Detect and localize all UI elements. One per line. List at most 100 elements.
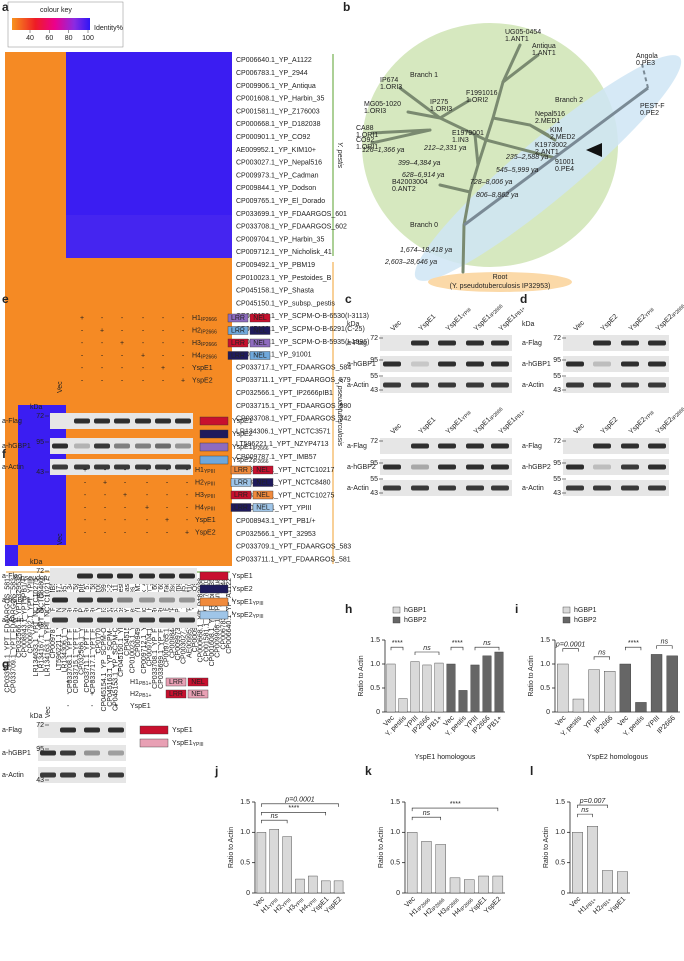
x-axis-label: YspE2 homologous xyxy=(587,754,648,761)
sign: - xyxy=(146,467,149,474)
domain-label: NEL xyxy=(253,327,267,334)
row-label-main: H2 xyxy=(195,479,204,486)
blot-band xyxy=(155,443,171,449)
sign: + xyxy=(145,504,149,511)
x-tick-label: YspE1 xyxy=(608,896,628,916)
strain-code: 1.ORI1 xyxy=(356,144,378,151)
species-label: Y. pestis xyxy=(336,142,343,169)
legend-swatch xyxy=(139,738,169,748)
marker-label: 43 xyxy=(370,490,378,497)
marker-label: 72 xyxy=(36,568,44,575)
date-range: 806–8,862 ya xyxy=(476,192,519,199)
bar xyxy=(464,879,475,894)
strain-name: UG05-0454 xyxy=(505,29,541,36)
legend-label: YspE1 xyxy=(172,727,193,734)
y-axis-label: Ratio to Actin xyxy=(543,827,550,868)
row-label: H3IP2666 xyxy=(192,340,217,348)
row-label-main: H1 xyxy=(130,679,139,686)
lane-label: YspE2 xyxy=(600,313,620,333)
blot-band xyxy=(135,443,151,449)
row-label: a-Actin xyxy=(2,772,24,779)
blot-band xyxy=(117,617,133,623)
legend-label: YspE2 xyxy=(232,431,253,438)
domain-box xyxy=(165,677,187,687)
lane-label: Vec xyxy=(57,533,64,545)
date-range: 235–2,588 ya xyxy=(505,154,549,161)
blot-band xyxy=(566,382,584,388)
sign: - xyxy=(121,365,124,372)
y-axis-label: Ratio to Actin xyxy=(528,655,535,696)
sign: - xyxy=(91,679,94,686)
row-label: H2PB1+ xyxy=(130,691,151,699)
row-label: CP009704.1_YP_Harbin_35 xyxy=(236,236,324,243)
column-label: CP001581.1_YP_Z176003 xyxy=(203,578,210,662)
row-label: CP009787.1_YPT_IMB57 xyxy=(236,454,317,461)
y-tick-label: 0 xyxy=(396,890,400,897)
sig-bracket xyxy=(261,819,288,824)
sign: - xyxy=(166,479,169,486)
row-label: CP009712.1_YP_Nicholisk_41 xyxy=(236,249,332,256)
marker-label: 55 xyxy=(553,373,561,380)
column-label: CP001608.1_YP_Harbin_35 xyxy=(209,578,216,666)
sign: - xyxy=(81,365,84,372)
legend-label-sub: YPIII xyxy=(253,601,264,607)
blot-band xyxy=(94,464,110,470)
panel-label: j xyxy=(214,764,218,778)
sig-label: ns xyxy=(423,645,431,652)
y-tick-label: 0.5 xyxy=(240,860,250,867)
tree-branch xyxy=(463,86,649,227)
domain-label: LRR xyxy=(231,315,245,322)
blot-band xyxy=(139,573,155,579)
row-label: a-Flag xyxy=(522,340,542,347)
blot-band xyxy=(179,573,195,579)
row-label-sub: IP2666 xyxy=(201,317,217,323)
marker-label: 43 xyxy=(553,490,561,497)
strain-name: Antiqua xyxy=(532,43,556,50)
legend-label-main: YspE2 xyxy=(232,612,253,619)
sign: - xyxy=(182,352,185,359)
legend-label-sub: YPIII xyxy=(193,742,204,748)
row-label: a-hGBP2 xyxy=(522,464,551,471)
domain-label: NEL xyxy=(253,352,267,359)
lane-label: Vec xyxy=(390,319,404,333)
blot-band xyxy=(97,597,113,603)
bar xyxy=(421,841,432,894)
x-tick-label: H1YPIII xyxy=(260,896,280,916)
lane-label: YspE2YPIII xyxy=(628,305,656,333)
x-tick-label: Vec xyxy=(404,895,418,909)
row-label: H2YPIII xyxy=(195,479,215,487)
sign: - xyxy=(166,492,169,499)
sign: - xyxy=(84,529,87,536)
sign: - xyxy=(186,504,189,511)
sig-bracket xyxy=(625,646,642,651)
row-label-main: H4 xyxy=(192,352,201,359)
sign: + xyxy=(66,679,70,686)
blot-band xyxy=(491,485,509,491)
lane-label: YspE1 xyxy=(418,313,438,333)
sig-label: p=0.0001 xyxy=(284,797,314,804)
blot-band xyxy=(84,727,100,733)
sign: + xyxy=(123,492,127,499)
blot-band xyxy=(139,617,155,623)
row-label-sub: YPIII xyxy=(204,482,215,488)
y-tick-label: 1.5 xyxy=(370,637,380,644)
panel-label: b xyxy=(343,0,350,14)
sign: + xyxy=(165,517,169,524)
blot-band xyxy=(77,617,93,623)
marker-label: 43 xyxy=(370,387,378,394)
sign: + xyxy=(181,377,185,384)
bar xyxy=(308,875,318,894)
blot-bg xyxy=(38,767,126,783)
row-label: a-Flag xyxy=(522,443,542,450)
blot-band xyxy=(593,485,611,491)
domain-label: LRR xyxy=(169,691,183,698)
sig-label: ns xyxy=(423,810,431,817)
blot-band xyxy=(155,464,171,470)
legend-swatch xyxy=(199,610,229,620)
row-label: CP033699.1_YP_FDAARGOS_601 xyxy=(236,211,347,218)
legend-swatch xyxy=(139,725,169,735)
column-label: LR134163.1_YPT_NCTC10217 xyxy=(44,578,51,677)
sign: - xyxy=(81,340,84,347)
sign: - xyxy=(186,467,189,474)
blot-band xyxy=(621,361,639,367)
